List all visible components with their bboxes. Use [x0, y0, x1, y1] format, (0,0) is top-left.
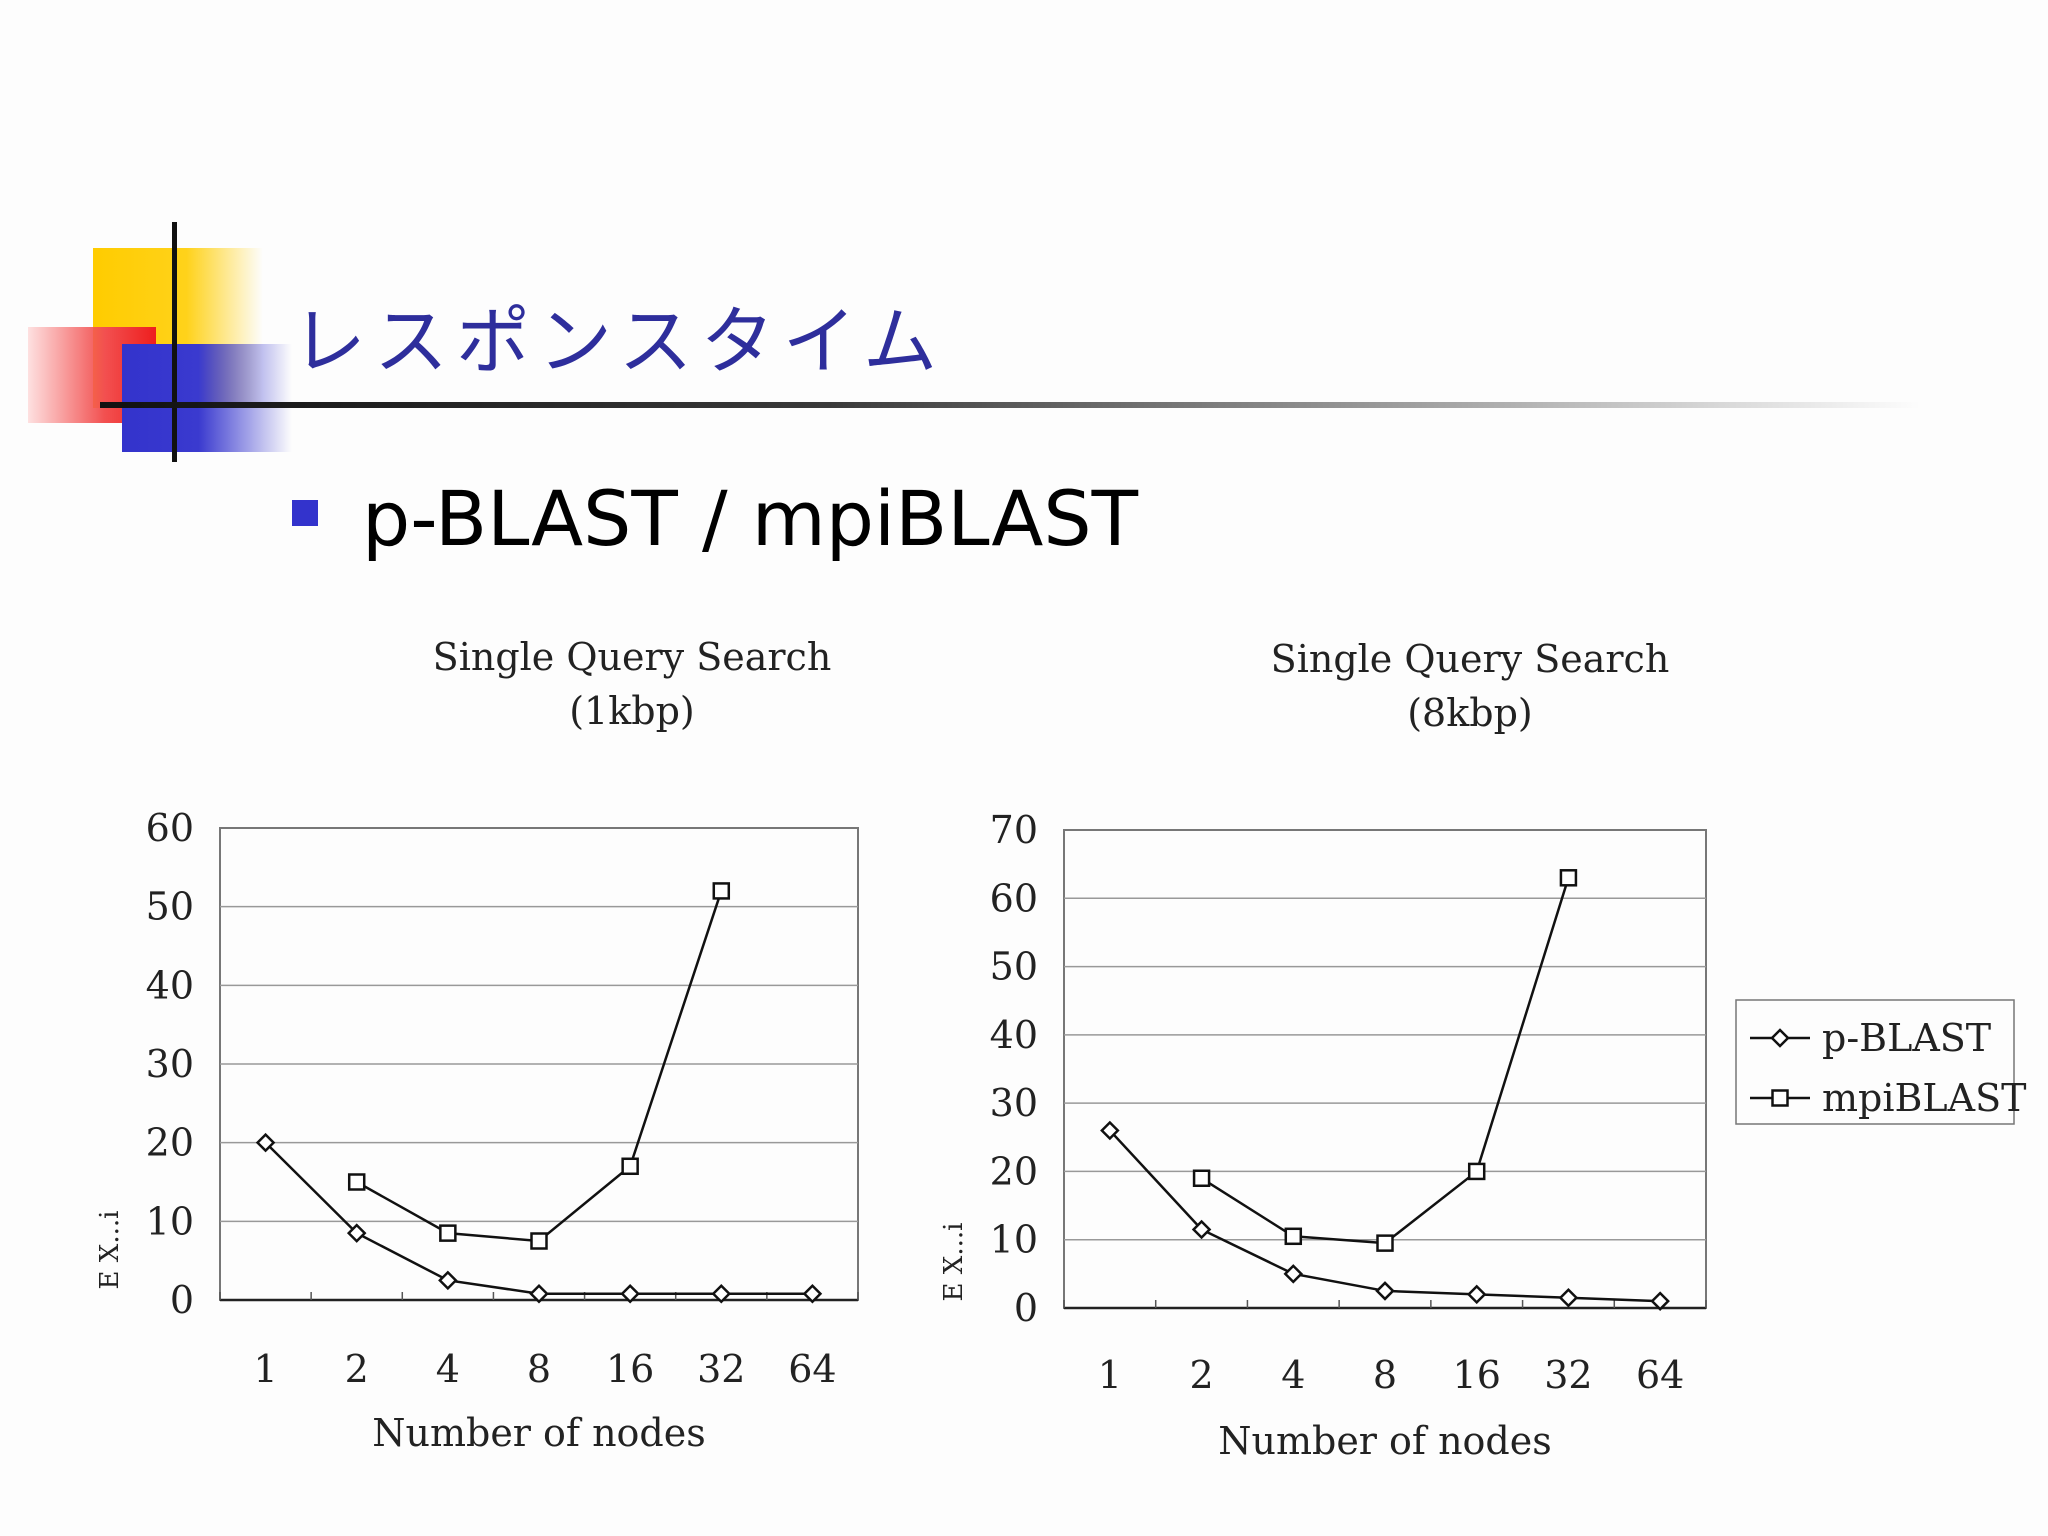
y-tick-label: 10: [990, 1218, 1038, 1262]
bullet-text: p-BLAST / mpiBLAST: [362, 474, 1139, 563]
y-tick-label: 30: [146, 1042, 194, 1086]
x-tick-label: 8: [527, 1347, 551, 1391]
x-axis-title: Number of nodes: [372, 1411, 706, 1455]
x-tick-label: 1: [1098, 1353, 1122, 1397]
y-tick-label: 70: [990, 808, 1038, 852]
chart-title: Single Query Search: [1271, 637, 1670, 681]
point-p-BLAST: [620, 1283, 640, 1304]
point-p-BLAST: [1466, 1284, 1487, 1305]
x-tick-label: 4: [1281, 1353, 1305, 1397]
x-tick-label: 2: [1189, 1353, 1213, 1397]
point-mpiBLAST: [712, 882, 731, 900]
y-tick-label: 60: [990, 876, 1038, 920]
point-mpiBLAST: [439, 1224, 457, 1242]
x-tick-label: 64: [1636, 1353, 1684, 1397]
x-tick-label: 4: [436, 1347, 460, 1391]
x-axis-title: Number of nodes: [1218, 1419, 1552, 1463]
y-tick-label: 30: [990, 1081, 1038, 1125]
y-tick-label: 40: [146, 963, 194, 1007]
chart-2: Single Query Search (8kbp) 0 10 20 30 40 50 60 70…: [939, 637, 2027, 1463]
legend-marker: [1771, 1089, 1789, 1107]
y-tick-label: 20: [990, 1149, 1038, 1193]
point-p-BLAST: [1375, 1281, 1395, 1301]
y-tick-label: 60: [146, 806, 194, 850]
legend: p-BLAST mpiBLAST: [1735, 999, 2027, 1125]
x-tick-label: 32: [697, 1347, 745, 1391]
point-mpiBLAST: [530, 1232, 548, 1250]
legend-label: p-BLAST: [1822, 1016, 1991, 1060]
y-tick-label: 10: [146, 1199, 194, 1243]
point-p-BLAST: [1283, 1264, 1304, 1284]
y-tick-label: 50: [990, 945, 1038, 989]
x-tick-label: 2: [345, 1347, 369, 1391]
y-axis-title: E X...i: [939, 1223, 969, 1302]
point-p-BLAST: [711, 1283, 732, 1304]
y-tick-label: 50: [146, 885, 194, 929]
point-mpiBLAST: [1192, 1169, 1211, 1188]
point-mpiBLAST: [1559, 869, 1578, 887]
chart-1: Single Query Search (1kbp) 0 10 20 30 40 50 60 1 2…: [95, 635, 859, 1455]
point-p-BLAST: [1191, 1219, 1212, 1240]
point-p-BLAST: [529, 1283, 549, 1304]
x-tick-label: 1: [253, 1347, 277, 1391]
point-p-BLAST: [346, 1223, 367, 1243]
point-p-BLAST: [438, 1270, 458, 1291]
chart-subtitle: (8kbp): [1407, 691, 1533, 735]
point-p-BLAST: [1650, 1291, 1670, 1311]
point-p-BLAST: [802, 1283, 823, 1304]
y-tick-label: 40: [990, 1013, 1038, 1057]
x-tick-label: 64: [788, 1347, 836, 1391]
point-mpiBLAST: [347, 1173, 366, 1191]
legend-label: mpiBLAST: [1822, 1076, 2027, 1120]
slide-title: レスポンスタイム: [292, 299, 946, 385]
decor-horizontal-rule: [100, 402, 1920, 408]
x-tick-label: 8: [1373, 1353, 1397, 1397]
y-axis-title: E X...i: [95, 1211, 125, 1290]
point-p-BLAST: [1558, 1287, 1579, 1308]
y-tick-label: 0: [170, 1278, 194, 1322]
point-mpiBLAST: [1467, 1162, 1486, 1181]
y-tick-label: 20: [146, 1121, 194, 1165]
decor-vertical-rule: [172, 222, 177, 462]
decor-blue-block: [122, 344, 292, 452]
x-tick-label: 16: [1453, 1353, 1501, 1397]
point-p-BLAST: [1100, 1120, 1120, 1141]
x-tick-label: 16: [606, 1347, 654, 1391]
point-mpiBLAST: [1284, 1227, 1303, 1246]
bullet-square-icon: [292, 500, 318, 526]
legend-marker: [1770, 1028, 1790, 1048]
point-mpiBLAST: [621, 1157, 639, 1176]
chart-title: Single Query Search: [433, 635, 832, 679]
y-tick-label: 0: [1014, 1286, 1038, 1330]
chart-subtitle: (1kbp): [569, 689, 695, 733]
x-tick-label: 32: [1544, 1353, 1592, 1397]
point-mpiBLAST: [1376, 1234, 1394, 1252]
plot-frame: [1063, 829, 1707, 1309]
point-p-BLAST: [255, 1132, 276, 1153]
